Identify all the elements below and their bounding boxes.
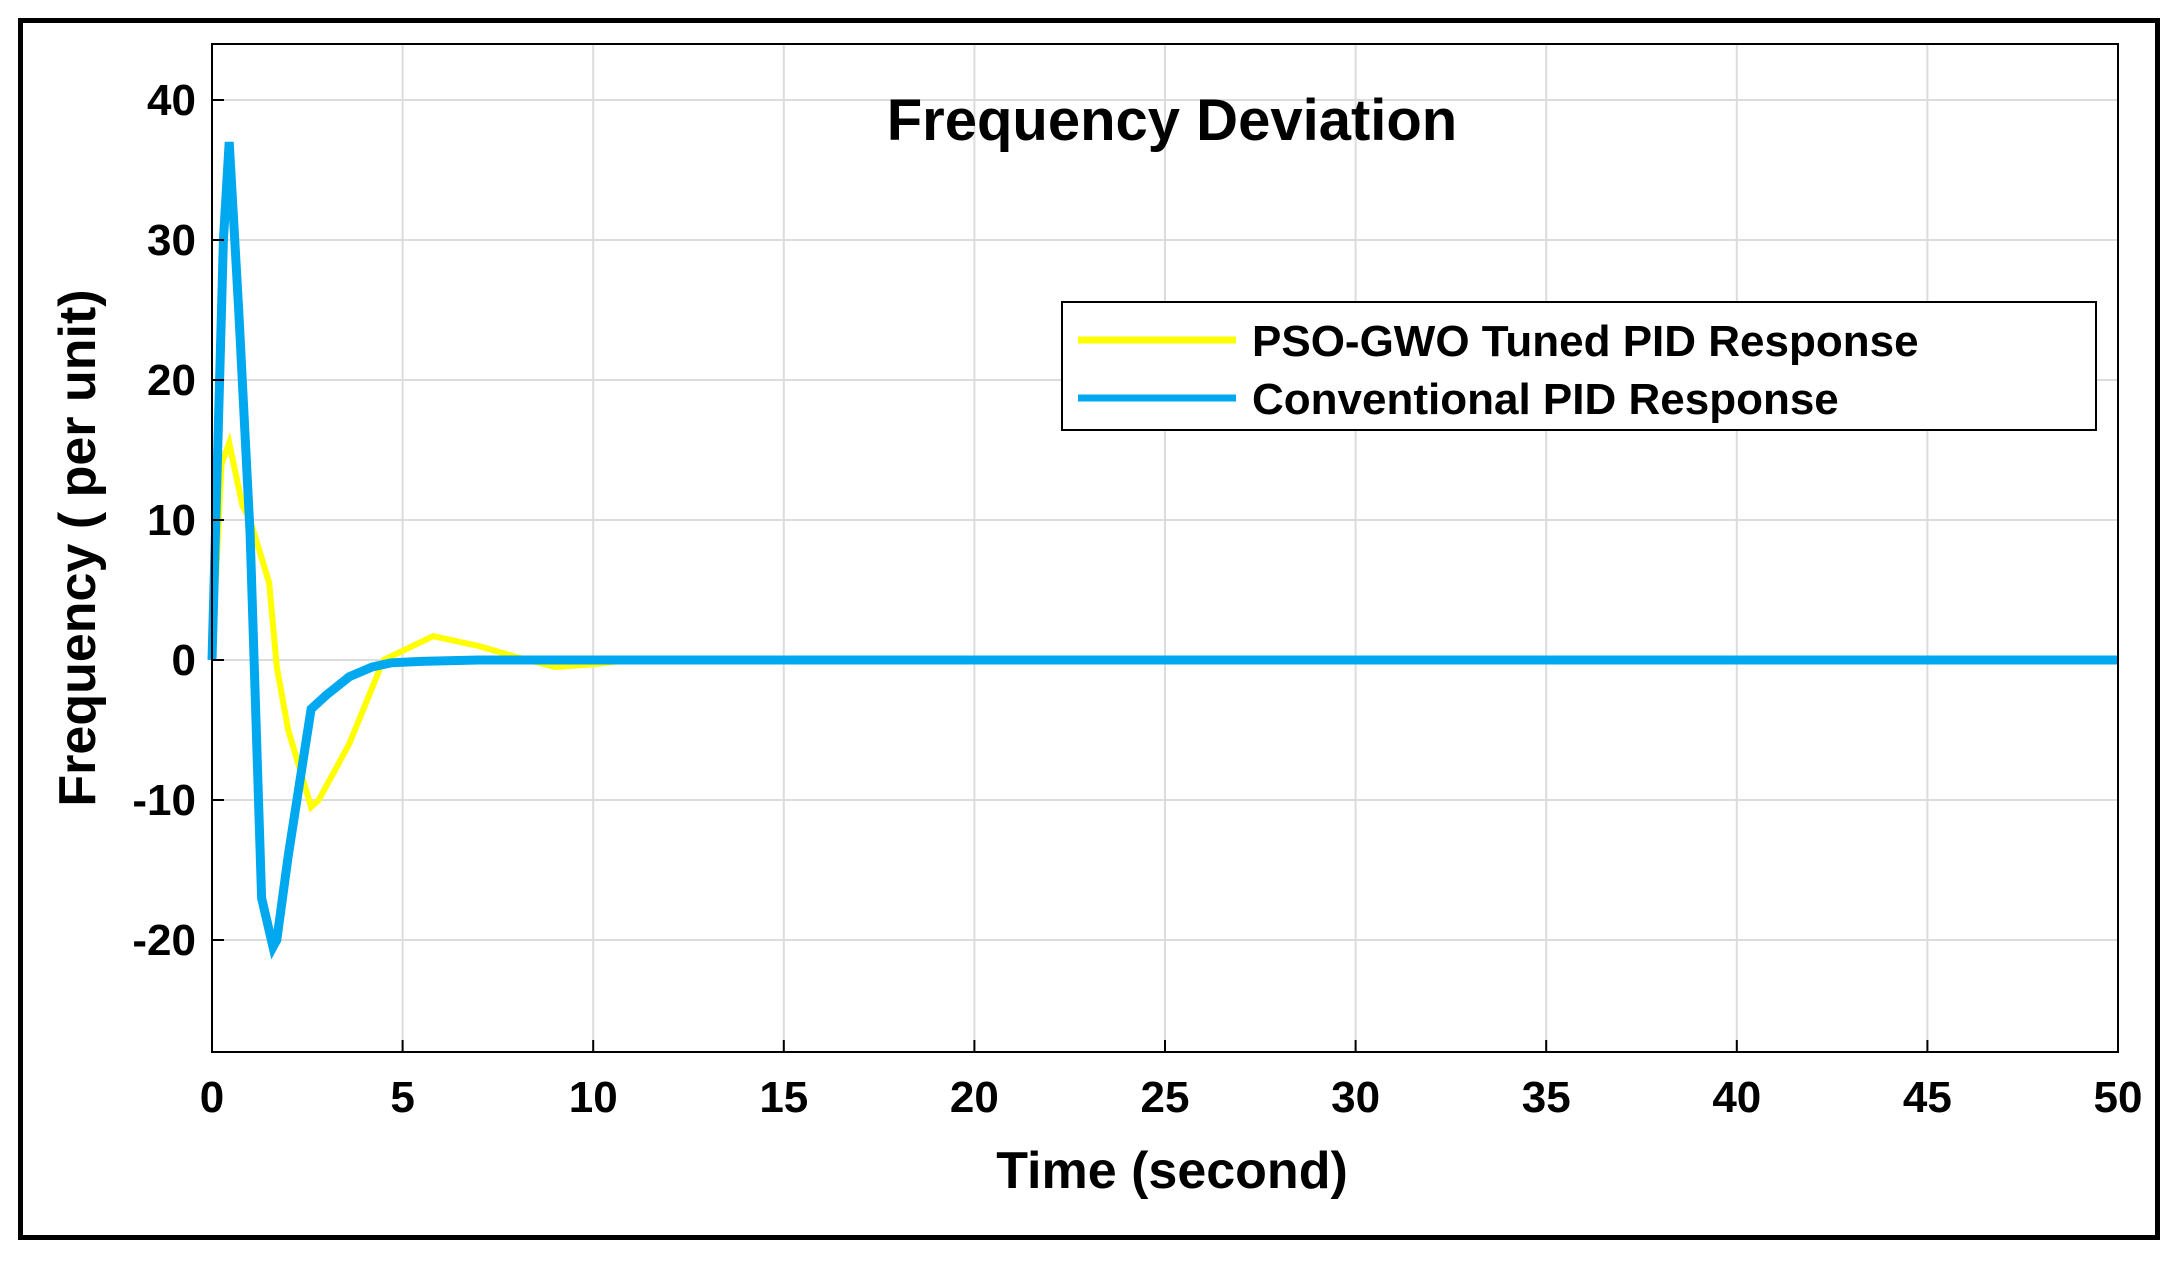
x-tick-label: 25 (1141, 1073, 1190, 1122)
x-tick-label: 30 (1331, 1073, 1380, 1122)
x-tick-label: 10 (569, 1073, 618, 1122)
series-layer (207, 141, 2118, 960)
y-tick-label: 40 (147, 76, 196, 125)
x-tick-label: 0 (200, 1073, 224, 1122)
x-tick-label: 50 (2094, 1073, 2143, 1122)
y-axis-title: Frequency ( per unit) (49, 289, 107, 806)
legend-label-conventional: Conventional PID Response (1252, 375, 1839, 424)
y-tick-label: -10 (132, 776, 196, 825)
x-tick-label: 15 (759, 1073, 808, 1122)
legend-box (1061, 301, 2097, 431)
x-tick-label: 45 (1903, 1073, 1952, 1122)
legend: PSO-GWO Tuned PID Response Conventional … (1061, 301, 2097, 431)
y-tick-label: 30 (147, 216, 196, 265)
y-tick-label: 10 (147, 496, 196, 545)
x-tick-label: 40 (1712, 1073, 1761, 1122)
x-axis-title: Time (second) (996, 1142, 1348, 1200)
y-tick-label: -20 (132, 916, 196, 965)
chart-title: Frequency Deviation (887, 88, 1457, 153)
y-tick-label: 0 (172, 636, 196, 685)
x-tick-label: 20 (950, 1073, 999, 1122)
axis-ticks: 0 5 10 15 20 25 30 35 40 45 50 -20 -10 0 10 20 30 40 (132, 76, 2142, 1122)
x-tick-label: 35 (1522, 1073, 1571, 1122)
y-tick-label: 20 (147, 356, 196, 405)
series-line-1 (207, 141, 2118, 960)
x-tick-label: 5 (390, 1073, 414, 1122)
legend-label-pso-gwo: PSO-GWO Tuned PID Response (1252, 317, 1919, 366)
